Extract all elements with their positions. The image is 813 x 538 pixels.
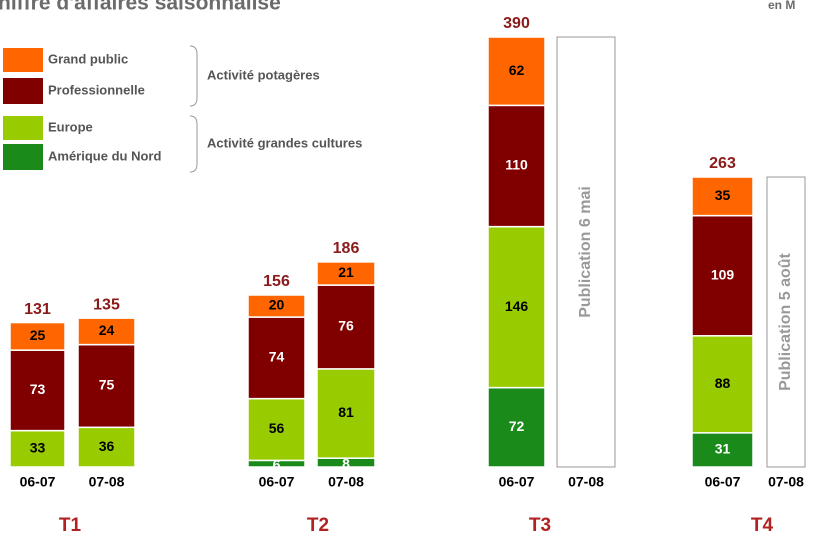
x-tick-label: 07-08 (89, 474, 125, 490)
bar-segment (77, 426, 136, 468)
group-label: T4 (751, 515, 774, 536)
bar-segment (316, 261, 376, 286)
legend-bracket (189, 45, 198, 107)
segment-label: 81 (338, 404, 354, 420)
segment-label: 35 (715, 187, 731, 203)
bar-segment (77, 343, 136, 429)
segment-label: 31 (715, 441, 731, 457)
segment-label: 73 (30, 381, 46, 397)
placeholder-label: Publication 5 août (777, 252, 794, 390)
bar-segment (487, 386, 546, 468)
segment-label: 33 (30, 440, 46, 456)
x-tick-label: 06-07 (20, 474, 56, 490)
legend-label: Amérique du Nord (48, 148, 161, 163)
segment-label: 109 (711, 266, 735, 282)
segment-label: 25 (30, 327, 46, 343)
bar-segment (247, 397, 306, 462)
segment-label: 72 (509, 418, 525, 434)
unit-label: en M (768, 0, 795, 12)
legend-group-label: Activité potagères (207, 67, 320, 82)
x-tick-label: 06-07 (259, 474, 295, 490)
bar-segment (691, 335, 754, 434)
segment-label: 110 (505, 157, 528, 173)
legend-bracket (189, 115, 198, 173)
bar-segment (9, 321, 66, 351)
segment-label: 56 (269, 420, 285, 436)
bar-segment (77, 317, 136, 346)
group-label: T3 (529, 515, 551, 536)
legend-label: Professionnelle (48, 82, 145, 97)
segment-label: 8 (342, 455, 350, 471)
bar-segment (9, 429, 66, 468)
segment-label: 74 (269, 349, 285, 365)
x-tick-label: 06-07 (705, 474, 741, 490)
segment-label: 21 (338, 264, 354, 280)
legend-label: Europe (48, 119, 93, 134)
bar-segment (9, 349, 66, 432)
legend-swatch (3, 144, 43, 170)
chart-title: hiffre d'affaires saisonnalisé (0, 0, 281, 15)
segment-label: 6 (273, 456, 281, 472)
segment-label: 24 (99, 322, 115, 338)
placeholder-box (766, 176, 806, 468)
bar-segment (691, 176, 754, 217)
legend-swatch (3, 78, 43, 104)
total-label: 263 (709, 155, 736, 172)
placeholder-label: Publication 6 mai (577, 186, 594, 318)
segment-label: 88 (715, 375, 731, 391)
bar-segment (247, 294, 306, 318)
legend-label: Grand public (48, 51, 128, 66)
segment-label: 62 (509, 62, 525, 78)
bar-segment (316, 284, 376, 370)
segment-label: 36 (99, 438, 115, 454)
legend-swatch (3, 116, 43, 140)
legend-swatch (3, 48, 43, 72)
legend-group-label: Activité grandes cultures (207, 135, 362, 150)
total-label: 135 (93, 296, 120, 313)
group-label: T2 (307, 515, 329, 536)
bar-segment (691, 432, 754, 468)
total-label: 156 (263, 273, 290, 290)
group-label: T1 (59, 515, 82, 536)
segment-label: 75 (99, 377, 115, 393)
total-label: 390 (503, 15, 530, 32)
bar-segment (316, 368, 376, 459)
bar-segment (487, 36, 546, 107)
bar-segment (487, 104, 546, 228)
segment-label: 146 (505, 298, 529, 314)
x-tick-label: 07-08 (328, 474, 364, 490)
bar-segment (247, 316, 306, 400)
total-label: 131 (24, 301, 51, 318)
segment-label: 20 (269, 297, 285, 313)
placeholder-box (556, 36, 616, 468)
total-label: 186 (333, 240, 360, 257)
x-tick-label: 07-08 (768, 474, 804, 490)
x-tick-label: 06-07 (499, 474, 535, 490)
bar-segment (487, 225, 546, 389)
segment-label: 76 (338, 318, 354, 334)
x-tick-label: 07-08 (568, 474, 604, 490)
